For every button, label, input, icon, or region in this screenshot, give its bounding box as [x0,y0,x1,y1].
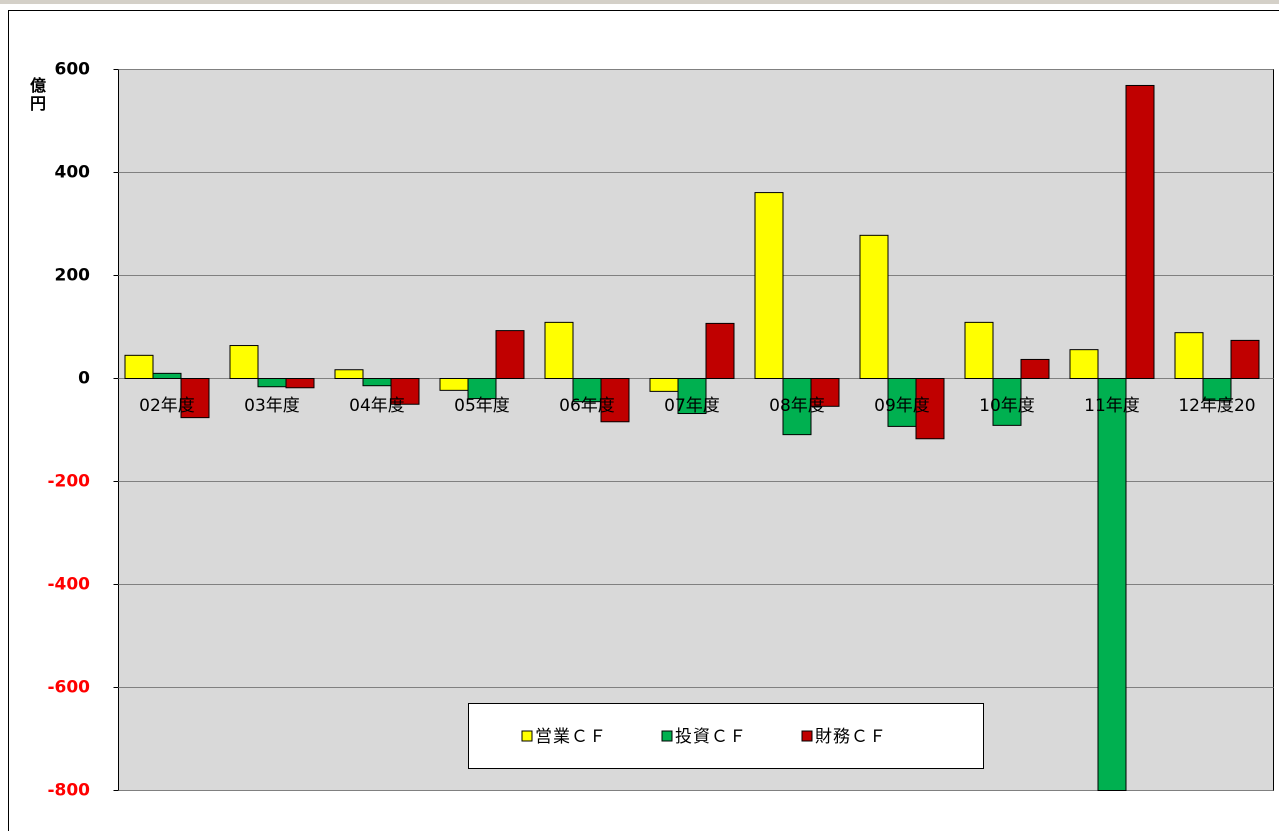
bar [860,235,888,378]
bar [440,379,468,391]
bar [706,323,734,378]
x-tick-label: 02年度 [139,396,195,416]
bar [258,379,286,387]
y-tick-label: 200 [55,266,91,286]
y-tick-label: -800 [47,781,90,801]
bar [286,379,314,388]
y-tick-label: -600 [47,678,90,698]
bar [965,322,993,378]
y-axis-label: 億円 [30,76,46,113]
x-tick-label: 04年度 [349,396,405,416]
y-tick-label: -200 [47,472,90,492]
x-tick-label: 12年度20 [1178,396,1255,416]
legend-label: 投資ＣＦ [675,727,747,747]
y-tick-label: -400 [47,575,90,595]
bar [153,373,181,378]
bar [545,322,573,378]
legend-swatch [522,731,532,741]
bar [125,355,153,378]
legend-swatch [802,731,812,741]
bar [1126,85,1154,378]
x-tick-label: 10年度 [979,396,1035,416]
bar [1070,350,1098,379]
bar [363,379,391,386]
y-tick-label: 0 [78,369,90,389]
legend-swatch [662,731,672,741]
legend-label: 営業ＣＦ [535,727,607,747]
x-tick-label: 08年度 [769,396,825,416]
bar [1231,340,1259,378]
bar [755,193,783,379]
x-tick-label: 03年度 [244,396,300,416]
x-tick-label: 05年度 [454,396,510,416]
x-tick-label: 11年度 [1084,396,1140,416]
y-tick-label: 400 [55,163,91,183]
legend: 営業ＣＦ 投資ＣＦ 財務ＣＦ [522,727,887,747]
bar [335,370,363,379]
x-tick-label: 06年度 [559,396,615,416]
bar [230,346,258,379]
bar [650,379,678,392]
y-tick-label: 600 [55,60,91,80]
bar [1175,333,1203,379]
bar [496,331,524,379]
bar [1021,359,1049,378]
bar [1098,379,1126,791]
x-tick-label: 09年度 [874,396,930,416]
top-strip [0,0,1279,4]
x-tick-label: 07年度 [664,396,720,416]
legend-label: 財務ＣＦ [815,727,887,747]
